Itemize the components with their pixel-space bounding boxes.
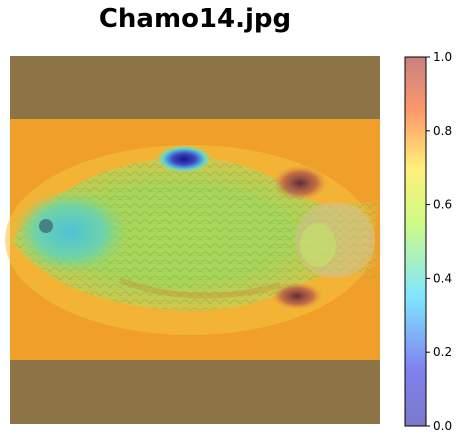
lower-fin-highlight	[271, 282, 323, 310]
top-band	[10, 56, 380, 119]
colorbar-tick-label: 0.8	[433, 124, 452, 138]
fish-eye	[39, 219, 53, 233]
upper-fin-highlight	[272, 165, 328, 201]
colorbar-tick-label: 0.0	[433, 419, 452, 433]
colorbar-tick-label: 0.6	[433, 198, 452, 212]
colorbar-ticks: 0.0 0.2 0.4 0.6 0.8 1.0	[426, 50, 452, 433]
colorbar-tick-label: 0.4	[433, 271, 452, 285]
colorbar: 0.0 0.2 0.4 0.6 0.8 1.0	[404, 50, 452, 433]
dorsal-hotspot	[156, 145, 212, 173]
heatmap-image	[5, 56, 380, 424]
colorbar-tick-label: 1.0	[433, 50, 452, 64]
colorbar-tick-label: 0.2	[433, 345, 452, 359]
bottom-band	[10, 360, 380, 424]
figure-title: Chamo14.jpg	[98, 4, 292, 34]
colorbar-gradient	[404, 56, 427, 427]
head-region	[12, 190, 128, 274]
